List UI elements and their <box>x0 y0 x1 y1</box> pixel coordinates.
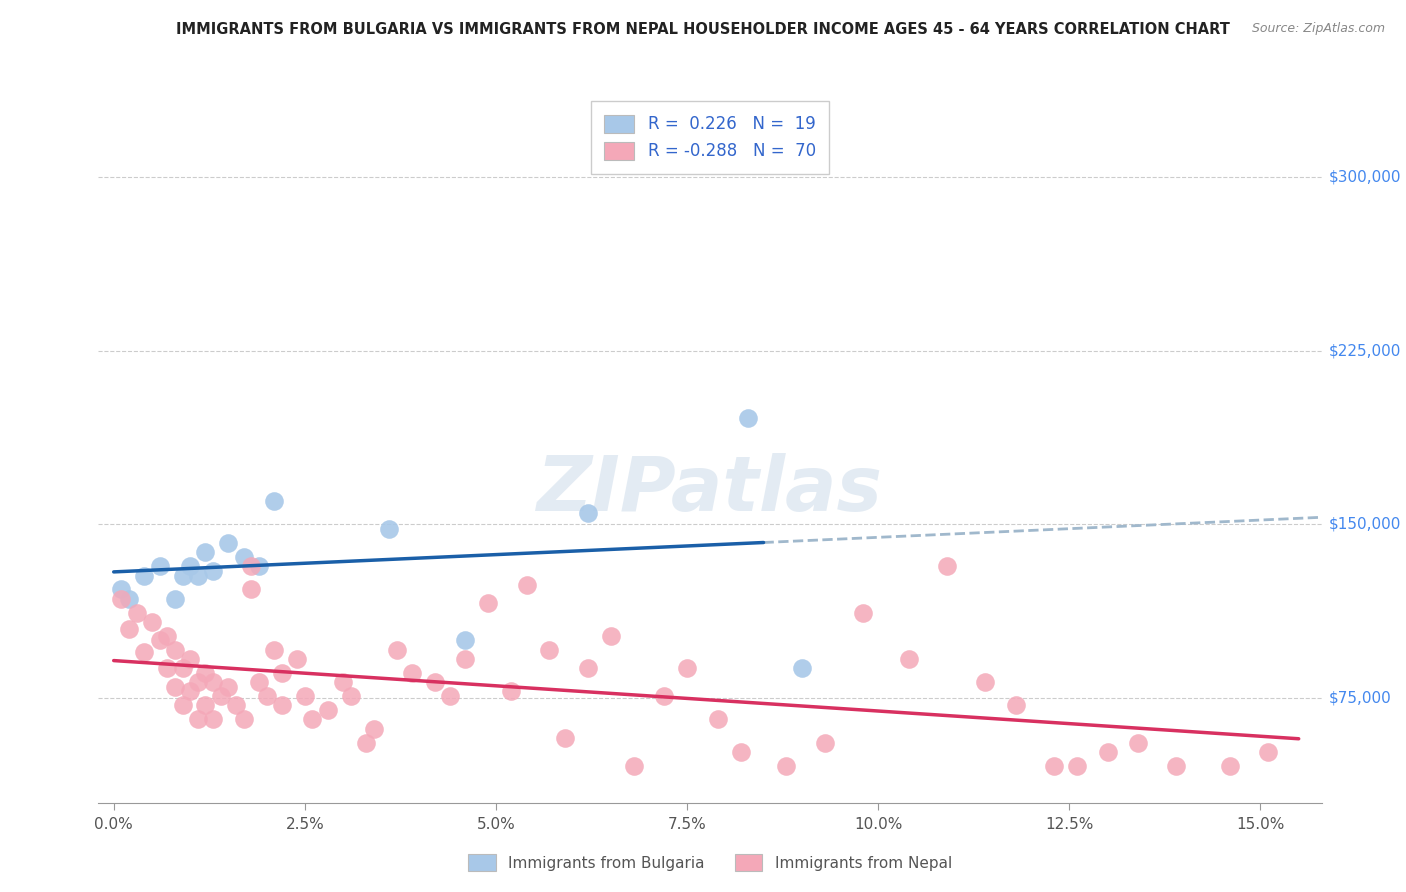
Point <box>354 735 377 749</box>
Point <box>134 645 156 659</box>
Point <box>737 410 759 425</box>
Point <box>576 661 599 675</box>
Point <box>790 661 813 675</box>
Point <box>477 596 499 610</box>
Text: IMMIGRANTS FROM BULGARIA VS IMMIGRANTS FROM NEPAL HOUSEHOLDER INCOME AGES 45 - 6: IMMIGRANTS FROM BULGARIA VS IMMIGRANTS F… <box>176 22 1230 37</box>
Point <box>202 564 225 578</box>
Point <box>385 642 408 657</box>
Point <box>554 731 576 745</box>
Point <box>163 591 186 606</box>
Point <box>270 698 292 713</box>
Point <box>363 722 385 736</box>
Point <box>730 745 752 759</box>
Point <box>247 675 270 690</box>
Point <box>897 652 920 666</box>
Legend: Immigrants from Bulgaria, Immigrants from Nepal: Immigrants from Bulgaria, Immigrants fro… <box>461 847 959 879</box>
Point <box>339 689 361 703</box>
Point <box>110 591 132 606</box>
Point <box>232 549 254 564</box>
Point <box>172 698 194 713</box>
Point <box>187 712 209 726</box>
Point <box>316 703 339 717</box>
Point <box>225 698 247 713</box>
Point <box>1066 758 1088 772</box>
Point <box>217 536 239 550</box>
Point <box>163 642 186 657</box>
Point <box>149 633 172 648</box>
Point <box>706 712 728 726</box>
Point <box>202 712 225 726</box>
Point <box>240 559 263 574</box>
Point <box>156 661 179 675</box>
Point <box>202 675 225 690</box>
Point <box>285 652 308 666</box>
Point <box>599 629 621 643</box>
Point <box>240 582 263 597</box>
Point <box>118 622 141 636</box>
Point <box>1219 758 1241 772</box>
Point <box>623 758 645 772</box>
Point <box>179 559 201 574</box>
Point <box>194 698 217 713</box>
Point <box>378 522 401 536</box>
Point <box>538 642 561 657</box>
Point <box>194 665 217 680</box>
Point <box>149 559 172 574</box>
Point <box>179 652 201 666</box>
Point <box>454 652 477 666</box>
Point <box>423 675 446 690</box>
Point <box>439 689 461 703</box>
Point <box>332 675 354 690</box>
Point <box>1043 758 1066 772</box>
Text: $300,000: $300,000 <box>1329 169 1402 184</box>
Text: $150,000: $150,000 <box>1329 517 1400 532</box>
Point <box>294 689 316 703</box>
Point <box>209 689 232 703</box>
Text: $225,000: $225,000 <box>1329 343 1400 358</box>
Point <box>247 559 270 574</box>
Point <box>401 665 423 680</box>
Point <box>141 615 163 629</box>
Point <box>194 545 217 559</box>
Text: $75,000: $75,000 <box>1329 691 1392 706</box>
Point <box>172 661 194 675</box>
Point <box>1257 745 1279 759</box>
Point <box>232 712 254 726</box>
Point <box>187 568 209 582</box>
Point <box>501 684 523 698</box>
Point <box>134 568 156 582</box>
Text: Source: ZipAtlas.com: Source: ZipAtlas.com <box>1251 22 1385 36</box>
Point <box>217 680 239 694</box>
Point <box>110 582 132 597</box>
Point <box>814 735 837 749</box>
Point <box>256 689 278 703</box>
Point <box>156 629 179 643</box>
Point <box>576 506 599 520</box>
Point <box>852 606 875 620</box>
Point <box>1004 698 1026 713</box>
Point <box>652 689 675 703</box>
Point <box>515 578 537 592</box>
Point <box>263 494 285 508</box>
Point <box>179 684 201 698</box>
Point <box>775 758 797 772</box>
Point <box>172 568 194 582</box>
Point <box>270 665 292 680</box>
Point <box>187 675 209 690</box>
Point <box>1166 758 1188 772</box>
Point <box>163 680 186 694</box>
Point <box>974 675 997 690</box>
Point <box>118 591 141 606</box>
Point <box>1128 735 1150 749</box>
Point <box>936 559 959 574</box>
Point <box>676 661 699 675</box>
Point <box>263 642 285 657</box>
Text: ZIPatlas: ZIPatlas <box>537 453 883 526</box>
Point <box>454 633 477 648</box>
Point <box>301 712 323 726</box>
Point <box>125 606 148 620</box>
Point <box>1097 745 1119 759</box>
